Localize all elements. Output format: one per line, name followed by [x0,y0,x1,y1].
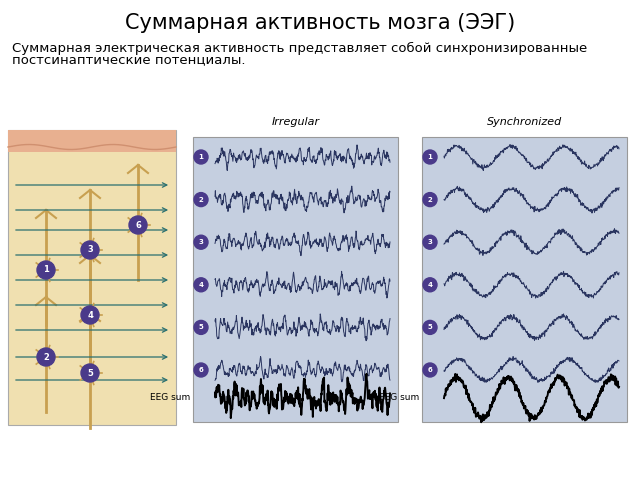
Circle shape [81,364,99,382]
Text: 1: 1 [198,154,204,160]
Text: Суммарная активность мозга (ЭЭГ): Суммарная активность мозга (ЭЭГ) [125,13,515,33]
FancyBboxPatch shape [8,130,176,152]
Text: 3: 3 [87,245,93,254]
Text: 4: 4 [87,311,93,320]
Text: 6: 6 [135,220,141,229]
Text: EEG sum: EEG sum [379,394,419,403]
Text: 6: 6 [428,367,433,373]
Text: Synchronized: Synchronized [487,117,562,127]
Circle shape [423,235,437,249]
Text: 5: 5 [428,324,433,330]
FancyBboxPatch shape [8,130,176,425]
Text: 2: 2 [43,352,49,361]
Text: 2: 2 [428,197,433,203]
Text: постсинаптические потенциалы.: постсинаптические потенциалы. [12,53,246,67]
FancyBboxPatch shape [422,137,627,422]
Circle shape [37,348,55,366]
Text: 5: 5 [198,324,204,330]
Text: 5: 5 [87,369,93,377]
Text: Суммарная электрическая активность представляет собой синхронизированные: Суммарная электрическая активность предс… [12,41,588,55]
Circle shape [194,278,208,292]
Circle shape [194,363,208,377]
Circle shape [129,216,147,234]
Circle shape [37,261,55,279]
Text: 1: 1 [428,154,433,160]
Circle shape [194,235,208,249]
Text: EEG sum: EEG sum [150,394,190,403]
Circle shape [423,150,437,164]
Circle shape [423,192,437,206]
Circle shape [423,321,437,335]
Text: Irregular: Irregular [271,117,319,127]
Text: 1: 1 [43,265,49,275]
Circle shape [194,321,208,335]
Text: 2: 2 [198,197,204,203]
Circle shape [194,192,208,206]
Circle shape [423,278,437,292]
Text: 3: 3 [428,239,433,245]
Text: 6: 6 [198,367,204,373]
Text: 4: 4 [198,282,204,288]
Circle shape [194,150,208,164]
FancyBboxPatch shape [193,137,398,422]
Text: 3: 3 [198,239,204,245]
Circle shape [81,306,99,324]
Text: 4: 4 [428,282,433,288]
Circle shape [81,241,99,259]
Circle shape [423,363,437,377]
